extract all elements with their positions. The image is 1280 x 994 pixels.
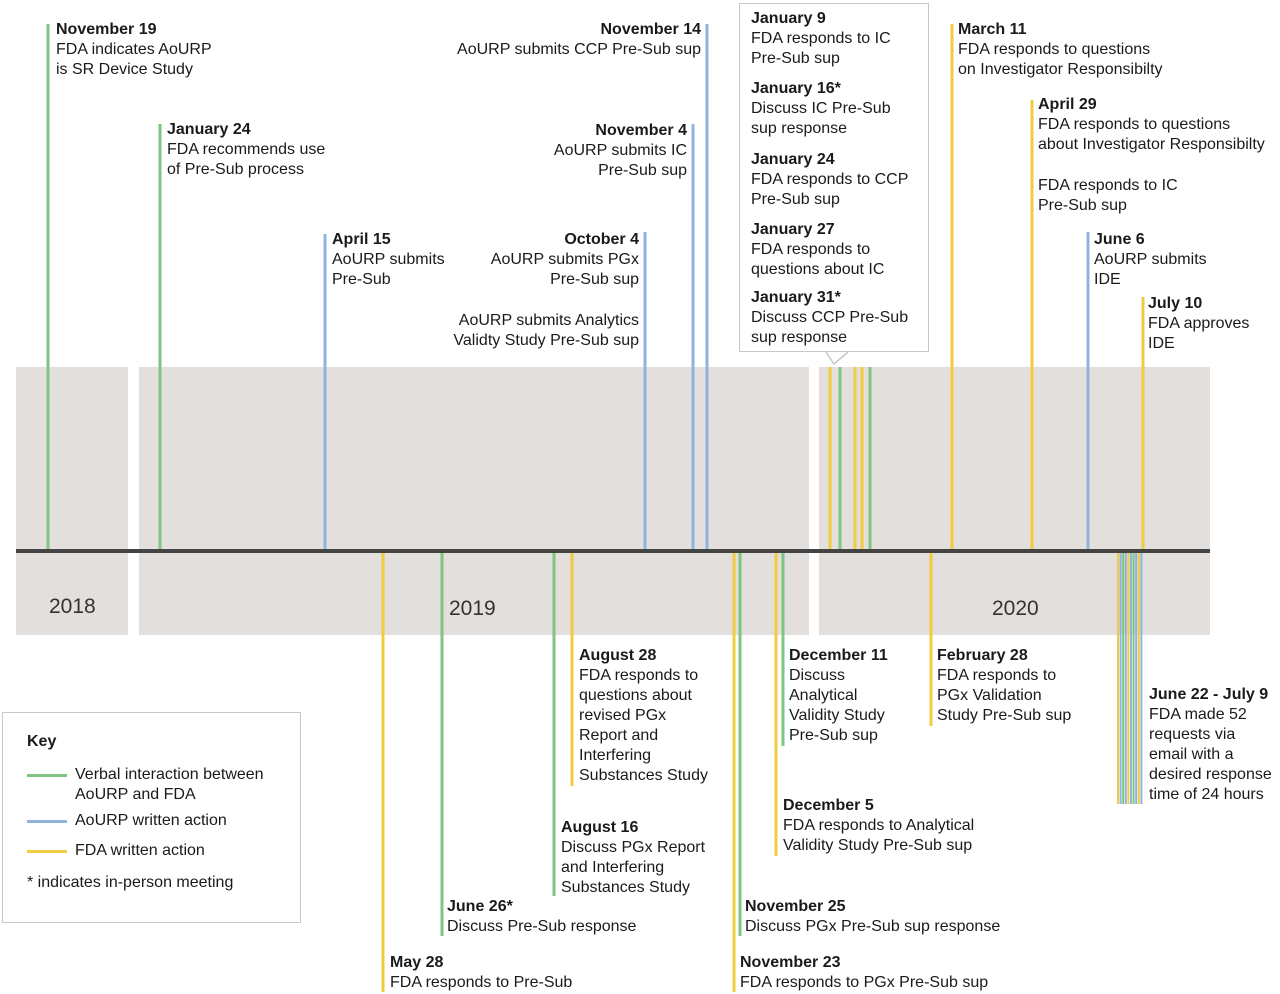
event-date: January 24 [751,151,835,168]
callout-jan9: January 9 FDA responds to IC Pre-Sub sup [751,9,891,69]
event-text: AoURP submits PGx Pre-Sub sup [490,251,639,288]
legend-swatch-verbal [27,774,67,777]
event-jul10-2020: July 10 FDA approves IDE [1148,294,1249,354]
year-label-2018: 2018 [49,595,96,618]
event-text: AoURP submits IC Pre-Sub sup [553,142,687,179]
event-mar11-2020: March 11 FDA responds to questions on In… [958,20,1163,80]
legend-title: Key [27,733,57,750]
callout-pointer [825,351,849,366]
event-jun22-jul9-2020: June 22 - July 9 FDA made 52 requests vi… [1149,685,1272,805]
event-text: FDA responds to IC Pre-Sub sup [751,30,891,67]
event-text: FDA responds to CCP Pre-Sub sup [751,171,909,208]
event-date: June 6 [1094,231,1145,248]
event-date: January 16* [751,80,841,97]
legend-key: Key Verbal interaction between AoURP and… [2,712,301,923]
event-text: Discuss Pre-Sub response [447,918,637,935]
event-nov23-2019: November 23 FDA responds to PGx Pre-Sub … [740,953,988,993]
event-text-2: AoURP submits Analytics Validty Study Pr… [453,312,639,349]
event-date: December 11 [789,647,888,664]
event-oct4-2019: October 4 AoURP submits PGx Pre-Sub sup … [453,230,639,351]
event-text: Discuss CCP Pre-Sub sup response [751,309,909,346]
event-date: January 27 [751,221,835,238]
event-text: FDA recommends use of Pre-Sub process [167,141,326,178]
event-apr15-2019: April 15 AoURP submits Pre-Sub [332,230,445,290]
year-label-2019: 2019 [449,597,496,620]
event-text: FDA responds to questions about IC [751,241,885,278]
event-may28-2019: May 28 FDA responds to Pre-Sub [390,953,572,993]
event-date: June 22 - July 9 [1149,686,1269,703]
event-date: January 24 [167,121,251,138]
event-date: October 4 [564,231,639,248]
event-apr29-2020: April 29 FDA responds to questions about… [1038,95,1265,216]
event-date: February 28 [937,647,1028,664]
event-text: FDA approves IDE [1148,315,1250,352]
event-date: April 15 [332,231,391,248]
event-date: May 28 [390,954,444,971]
event-date: January 9 [751,10,826,27]
event-date: November 23 [740,954,841,971]
event-date: November 19 [56,21,157,38]
event-text: AoURP submits IDE [1094,251,1207,288]
event-nov14-2019: November 14 AoURP submits CCP Pre-Sub su… [457,20,701,60]
event-text: FDA responds to PGx Validation Study Pre… [937,667,1072,724]
year-label-2020: 2020 [992,597,1039,620]
event-text: FDA responds to questions about revised … [579,667,708,784]
event-date: March 11 [958,21,1027,38]
event-date: January 31* [751,289,841,306]
year-bands [16,367,1210,635]
event-nov4-2019: November 4 AoURP submits IC Pre-Sub sup [554,121,687,181]
event-text: FDA responds to questions about Investig… [1038,116,1265,153]
event-text: AoURP submits Pre-Sub [332,251,445,288]
event-date: November 25 [745,898,846,915]
event-date: June 26* [447,898,513,915]
event-jun26-2019: June 26* Discuss Pre-Sub response [447,897,636,937]
event-lines [46,24,1145,992]
event-date: December 5 [783,797,874,814]
event-text: Discuss PGx Pre-Sub sup response [745,918,1001,935]
event-date: November 4 [595,122,687,139]
callout-jan24: January 24 FDA responds to CCP Pre-Sub s… [751,150,908,210]
callout-jan27: January 27 FDA responds to questions abo… [751,220,884,280]
year-band-2019 [139,367,809,635]
event-text: FDA indicates AoURP is SR Device Study [56,41,212,78]
event-text: AoURP submits CCP Pre-Sub sup [457,41,701,58]
event-text: FDA responds to questions on Investigato… [958,41,1163,78]
callout-jan16: January 16* Discuss IC Pre-Sub sup respo… [751,79,891,139]
year-band-2018 [16,367,128,635]
legend-swatch-aourp [27,820,67,823]
event-text-2: FDA responds to IC Pre-Sub sup [1038,177,1178,214]
event-aug16-2019: August 16 Discuss PGx Report and Interfe… [561,818,705,898]
event-jun6-2020: June 6 AoURP submits IDE [1094,230,1207,290]
event-date: August 28 [579,647,657,664]
event-text: FDA responds to Pre-Sub [390,974,573,991]
event-nov19-2018: November 19 FDA indicates AoURP is SR De… [56,20,212,80]
event-date: November 14 [600,21,702,38]
legend-label-fda: FDA written action [75,842,205,859]
event-text: FDA responds to PGx Pre-Sub sup [740,974,989,991]
legend-swatch-fda [27,850,67,853]
legend-label-verbal: Verbal interaction between AoURP and FDA [75,766,264,803]
event-text: FDA responds to Analytical Validity Stud… [783,817,975,854]
event-text: FDA made 52 requests via email with a de… [1149,706,1272,803]
event-text: Discuss PGx Report and Interfering Subst… [561,839,706,896]
event-text: Discuss Analytical Validity Study Pre-Su… [789,667,885,744]
event-nov25-2019: November 25 Discuss PGx Pre-Sub sup resp… [745,897,1000,937]
legend-note: * indicates in-person meeting [27,874,234,891]
event-aug28-2019: August 28 FDA responds to questions abou… [579,646,708,786]
year-band-2020 [819,367,1210,635]
event-jan24-2019: January 24 FDA recommends use of Pre-Sub… [167,120,325,180]
event-text: Discuss IC Pre-Sub sup response [751,100,891,137]
event-date: July 10 [1148,295,1203,312]
event-dec5-2019: December 5 FDA responds to Analytical Va… [783,796,974,856]
event-date: April 29 [1038,96,1097,113]
january-2020-callout: January 9 FDA responds to IC Pre-Sub sup… [739,3,929,352]
event-dec11-2019: December 11 Discuss Analytical Validity … [789,646,888,746]
event-feb28-2020: February 28 FDA responds to PGx Validati… [937,646,1071,726]
callout-jan31: January 31* Discuss CCP Pre-Sub sup resp… [751,288,908,348]
event-date: August 16 [561,819,639,836]
legend-label-aourp: AoURP written action [75,812,227,829]
